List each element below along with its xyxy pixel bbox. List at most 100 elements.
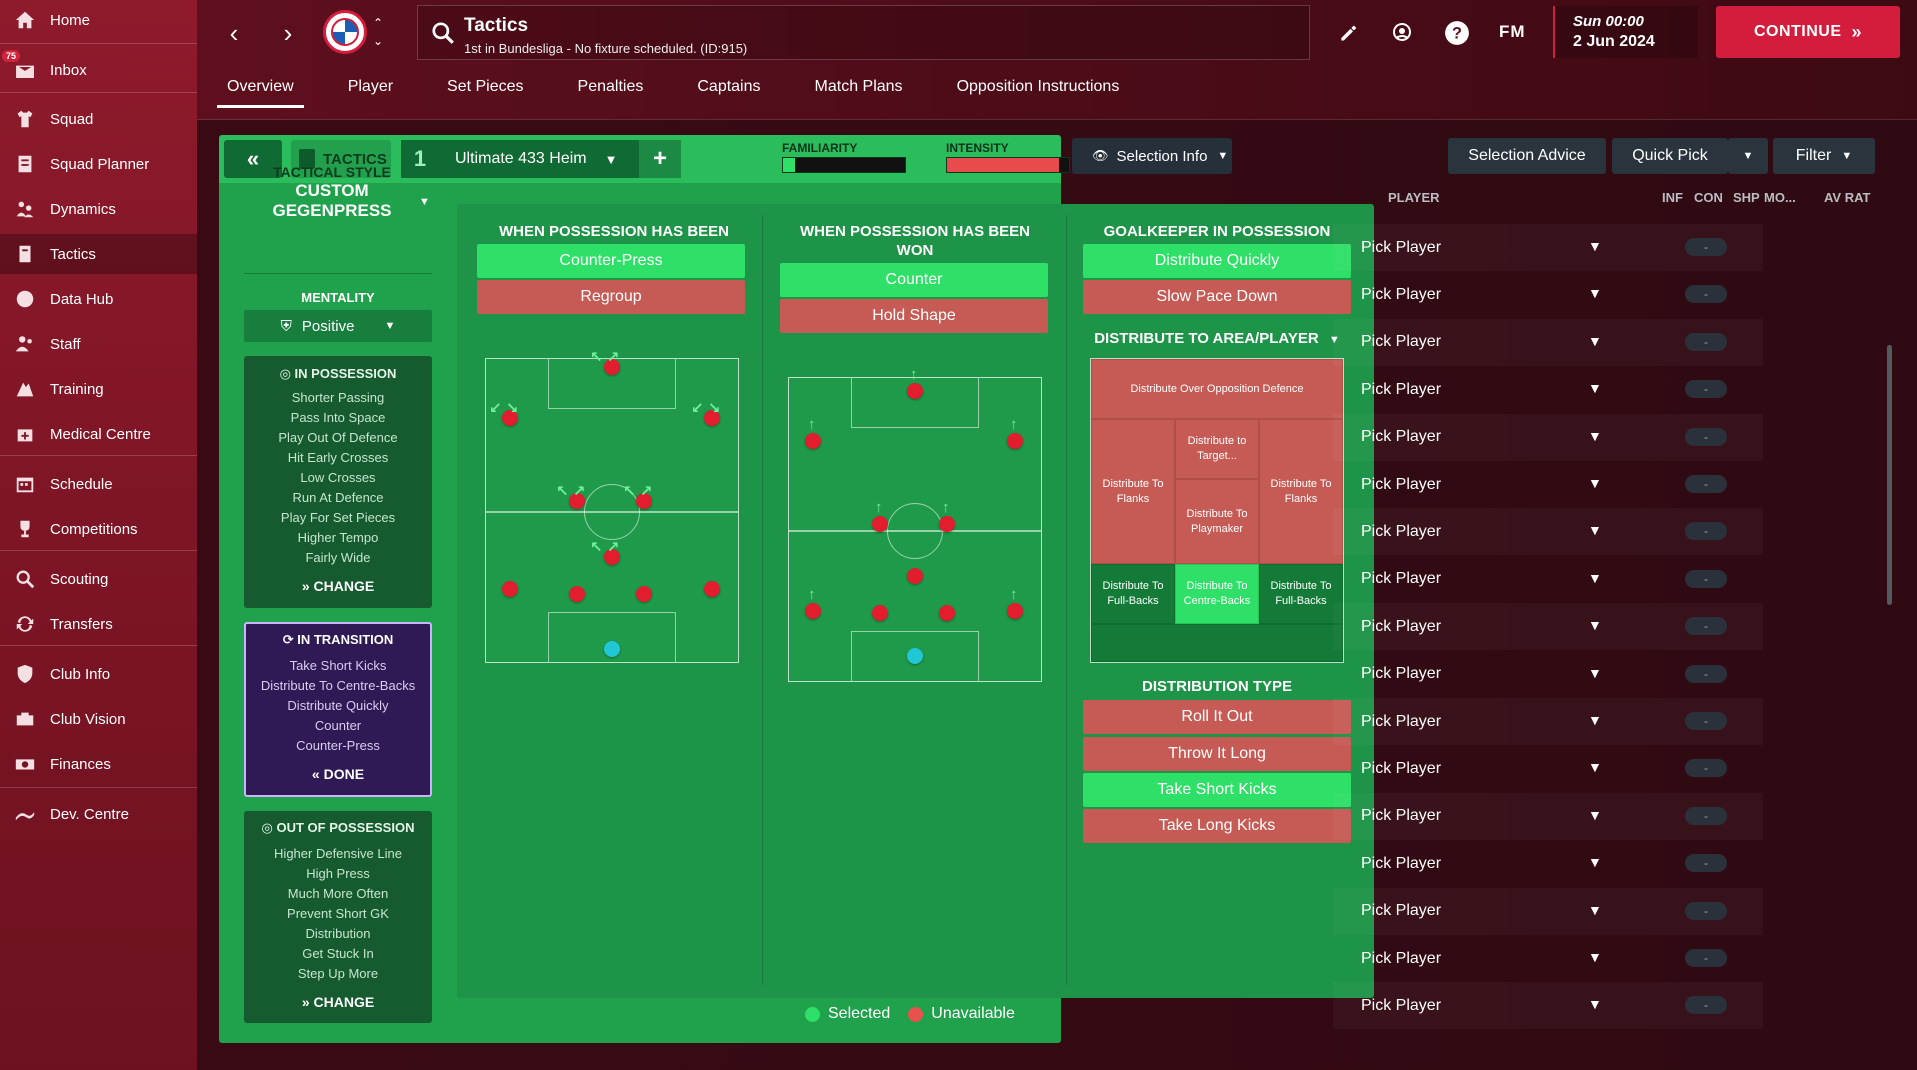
chevron-down-icon[interactable]: ▼ (1588, 996, 1602, 1013)
add-tactic-button[interactable]: + (639, 140, 681, 178)
tab-opposition-instructions[interactable]: Opposition Instructions (956, 78, 1120, 95)
tactic-slot-number[interactable]: 1 (401, 140, 439, 178)
table-row[interactable]: Pick Player ▼ - (1333, 888, 1763, 935)
counter-press-button[interactable]: Counter-Press (477, 244, 745, 278)
sidebar-item-schedule[interactable]: Schedule (0, 464, 197, 504)
take-long-kicks-button[interactable]: Take Long Kicks (1083, 809, 1351, 843)
tab-player[interactable]: Player (347, 78, 394, 95)
col-av-rat[interactable]: AV RAT (1824, 190, 1871, 205)
area-centrebacks[interactable]: Distribute To Centre-Backs (1175, 564, 1259, 624)
selection-info-dropdown[interactable]: 👁 Selection Info ▼ (1072, 138, 1232, 174)
sidebar-item-transfers[interactable]: Transfers (0, 604, 197, 644)
chevron-down-icon[interactable]: ▼ (1588, 285, 1602, 302)
pick-player-dropdown[interactable]: Pick Player (1361, 617, 1442, 635)
roll-it-out-button[interactable]: Roll It Out (1083, 700, 1351, 734)
in-possession-card[interactable]: ◎ IN POSSESSION Shorter Passing Pass Into… (244, 356, 432, 608)
table-row[interactable]: Pick Player ▼ - (1333, 840, 1763, 887)
sidebar-item-club-info[interactable]: Club Info (0, 654, 197, 694)
counter-button[interactable]: Counter (780, 263, 1048, 297)
slow-pace-down-button[interactable]: Slow Pace Down (1083, 280, 1351, 314)
table-row[interactable]: Pick Player ▼ - (1333, 366, 1763, 413)
tab-captains[interactable]: Captains (697, 78, 761, 95)
club-crest-icon[interactable] (323, 10, 367, 54)
take-short-kicks-button[interactable]: Take Short Kicks (1083, 773, 1351, 807)
col-player[interactable]: PLAYER (1388, 190, 1440, 205)
table-row[interactable]: Pick Player ▼ - (1333, 651, 1763, 698)
sidebar-item-staff[interactable]: Staff (0, 324, 197, 364)
in-transition-card[interactable]: ⟳ IN TRANSITION Take Short Kicks Distribu… (244, 622, 432, 797)
selection-advice-button[interactable]: Selection Advice (1448, 138, 1606, 174)
chevron-down-icon[interactable]: ▼ (1588, 427, 1602, 444)
pick-player-dropdown[interactable]: Pick Player (1361, 996, 1442, 1014)
area-playmaker[interactable]: Distribute To Playmaker (1175, 479, 1259, 564)
pick-player-dropdown[interactable]: Pick Player (1361, 333, 1442, 351)
collapse-button[interactable]: « (224, 140, 282, 178)
table-row[interactable]: Pick Player ▼ - (1333, 603, 1763, 650)
col-mo[interactable]: MO... (1764, 190, 1796, 205)
chevron-down-icon[interactable]: ▼ (1588, 238, 1602, 254)
tab-overview[interactable]: Overview (217, 78, 304, 108)
sidebar-item-tactics[interactable]: Tactics (0, 234, 197, 274)
chevron-down-icon[interactable]: ▼ (1588, 854, 1602, 871)
hold-shape-button[interactable]: Hold Shape (780, 299, 1048, 333)
sidebar-item-dev-centre[interactable]: Dev. Centre (0, 794, 197, 834)
table-row[interactable]: Pick Player ▼ - (1333, 745, 1763, 792)
sidebar-item-training[interactable]: Training (0, 369, 197, 409)
tab-set-pieces[interactable]: Set Pieces (447, 78, 524, 95)
table-row[interactable]: Pick Player ▼ - (1333, 556, 1763, 603)
scrollbar[interactable] (1887, 345, 1892, 605)
pick-player-dropdown[interactable]: Pick Player (1361, 665, 1442, 683)
col-inf[interactable]: INF (1662, 190, 1683, 205)
sidebar-item-competitions[interactable]: Competitions (0, 509, 197, 549)
chevron-down-icon[interactable]: ▼ (1588, 475, 1602, 491)
distribute-quickly-button[interactable]: Distribute Quickly (1083, 244, 1351, 278)
regroup-button[interactable]: Regroup (477, 280, 745, 314)
pick-player-dropdown[interactable]: Pick Player (1361, 238, 1442, 256)
sidebar-item-squad[interactable]: Squad (0, 99, 197, 139)
out-of-possession-change-button[interactable]: » CHANGE (301, 994, 375, 1010)
chevron-down-icon[interactable]: ▼ (1588, 949, 1602, 965)
chevron-down-icon[interactable]: ▼ (1588, 617, 1602, 634)
quick-pick-button[interactable]: Quick Pick (1612, 138, 1728, 174)
chevron-down-icon[interactable]: ▼ (1588, 569, 1602, 586)
col-con[interactable]: CON (1694, 190, 1723, 205)
chevron-down-icon[interactable]: ▼ (1588, 332, 1602, 349)
sidebar-item-home[interactable]: Home (0, 0, 197, 40)
chevron-down-icon[interactable]: ▼ (1588, 522, 1602, 539)
out-of-possession-card[interactable]: ◎ OUT OF POSSESSION Higher Defensive Lin… (244, 811, 432, 1023)
sidebar-item-finances[interactable]: Finances (0, 744, 197, 784)
back-arrow-icon[interactable]: ‹ (229, 17, 239, 48)
in-possession-change-button[interactable]: » CHANGE (301, 578, 375, 594)
table-row[interactable]: Pick Player ▼ - (1333, 319, 1763, 366)
quick-pick-dropdown[interactable]: ▼ (1728, 138, 1768, 174)
social-icon[interactable] (1387, 18, 1417, 48)
table-row[interactable]: Pick Player ▼ - (1333, 414, 1763, 461)
tactical-style-block[interactable]: TACTICAL STYLE CUSTOM GEGENPRESS ▼ (237, 164, 429, 224)
table-row[interactable]: Pick Player ▼ - (1333, 982, 1763, 1029)
area-fullbacks-right[interactable]: Distribute To Full-Backs (1259, 564, 1343, 624)
continue-button[interactable]: CONTINUE » (1716, 6, 1900, 58)
pick-player-dropdown[interactable]: Pick Player (1361, 428, 1442, 446)
filter-dropdown[interactable]: Filter ▼ (1773, 138, 1875, 174)
pick-player-dropdown[interactable]: Pick Player (1361, 570, 1442, 588)
club-switch-icon[interactable]: ⌃ ⌄ (373, 16, 384, 48)
familiarity-meter[interactable] (782, 157, 906, 173)
table-row[interactable]: Pick Player ▼ - (1333, 271, 1763, 318)
edit-icon[interactable] (1333, 18, 1363, 48)
distribute-area-dropdown[interactable]: DISTRIBUTE TO AREA/PLAYER ▼ (1081, 329, 1353, 350)
in-transition-done-button[interactable]: « DONE (311, 766, 365, 782)
pick-player-dropdown[interactable]: Pick Player (1361, 522, 1442, 540)
table-row[interactable]: Pick Player ▼ - (1333, 508, 1763, 555)
chevron-down-icon[interactable]: ▼ (1588, 901, 1602, 918)
date-box[interactable]: Sun 00:00 2 Jun 2024 (1553, 6, 1698, 58)
area-fullbacks-left[interactable]: Distribute To Full-Backs (1091, 564, 1175, 624)
area-flanks-left[interactable]: Distribute To Flanks (1091, 419, 1175, 564)
tab-penalties[interactable]: Penalties (577, 78, 644, 95)
sidebar-item-scouting[interactable]: Scouting (0, 559, 197, 599)
area-over-defence[interactable]: Distribute Over Opposition Defence (1091, 359, 1343, 419)
throw-it-long-button[interactable]: Throw It Long (1083, 737, 1351, 771)
tactics-menu-button[interactable]: TACTICS (291, 140, 391, 178)
area-target[interactable]: Distribute to Target... (1175, 419, 1259, 479)
tab-match-plans[interactable]: Match Plans (814, 78, 903, 95)
pick-player-dropdown[interactable]: Pick Player (1361, 902, 1442, 920)
